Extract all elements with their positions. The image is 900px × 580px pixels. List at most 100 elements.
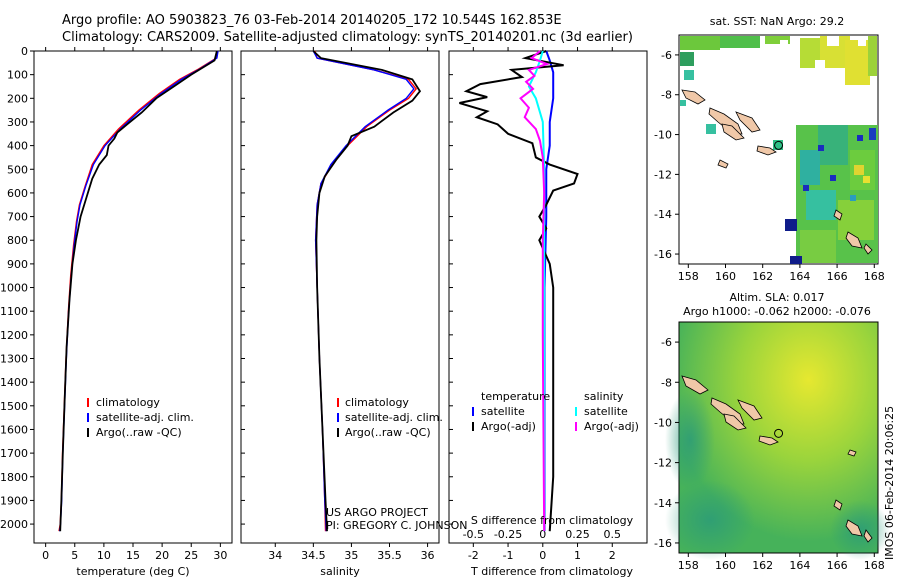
y-tick-label: 1500 bbox=[0, 400, 28, 413]
sla-map-subtitle: Argo h1000: -0.062 h2000: -0.076 bbox=[683, 305, 871, 318]
x-tick-label: -2 bbox=[468, 549, 479, 562]
map-x-tick-label: 164 bbox=[789, 559, 810, 572]
header-line-2: Climatology: CARS2009. Satellite-adjuste… bbox=[62, 30, 633, 45]
header-line-1: Argo profile: AO 5903823_76 03-Feb-2014 … bbox=[62, 13, 562, 28]
sla-islands bbox=[681, 375, 873, 543]
y-tick-label: 1100 bbox=[0, 305, 28, 318]
map-x-tick-label: 160 bbox=[715, 559, 736, 572]
x-tick-label: 15 bbox=[126, 549, 140, 562]
y-tick-label: 1600 bbox=[0, 423, 28, 436]
map-x-tick-label: 158 bbox=[678, 559, 699, 572]
legend-label-argo: Argo(..raw -QC) bbox=[96, 426, 182, 439]
series-argo-raw-qc bbox=[59, 50, 218, 532]
legend-label-satellite: satellite-adj. clim. bbox=[96, 411, 194, 424]
temperature-xlabel: temperature (deg C) bbox=[76, 565, 189, 578]
x-tick-label: 36 bbox=[421, 549, 435, 562]
sst-float-marker bbox=[774, 140, 784, 150]
map-x-tick-label: 162 bbox=[752, 559, 773, 572]
difference-panel: -2 -1 0 1 2 -0.5 -0.25 0 0.25 0.5 temperature sat… bbox=[448, 47, 648, 578]
y-tick-label: 1900 bbox=[0, 494, 28, 507]
temperature-panel-frame bbox=[33, 50, 233, 544]
map-x-tick-label: 164 bbox=[789, 270, 810, 283]
legend-label-sal-satellite: satellite bbox=[584, 405, 628, 418]
legend-title-temperature: temperature bbox=[481, 390, 550, 403]
temperature-diff-legend: temperature satellite Argo(-adj) bbox=[472, 390, 550, 433]
x-tick-label: 30 bbox=[213, 549, 227, 562]
legend-label-climatology: climatology bbox=[345, 396, 409, 409]
s-tick-label: 0.5 bbox=[604, 528, 622, 541]
series-salinity-argo-adj bbox=[519, 50, 550, 532]
salinity-legend: climatology satellite-adj. clim. Argo(..… bbox=[337, 396, 443, 439]
s-diff-label: S difference from climatology bbox=[471, 514, 634, 527]
y-tick-label: 500 bbox=[7, 163, 28, 176]
x-tick-label: 35.5 bbox=[377, 549, 402, 562]
sst-islands bbox=[681, 89, 873, 255]
y-tick-label: 900 bbox=[7, 258, 28, 271]
sla-map-title: Altim. SLA: 0.017 bbox=[729, 291, 824, 304]
map-y-tick-label: -10 bbox=[654, 416, 672, 429]
map-y-tick-label: -6 bbox=[661, 336, 672, 349]
s-tick-label: -0.25 bbox=[494, 528, 522, 541]
project-annotation: US ARGO PROJECT bbox=[326, 506, 428, 519]
map-y-tick-label: -14 bbox=[654, 497, 672, 510]
salinity-diff-legend: salinity satellite Argo(-adj) bbox=[575, 390, 639, 433]
y-tick-label: 2000 bbox=[0, 518, 28, 531]
x-tick-label: 10 bbox=[97, 549, 111, 562]
s-tick-label: 0 bbox=[539, 528, 546, 541]
y-tick-label: 100 bbox=[7, 69, 28, 82]
y-tick-label: 1400 bbox=[0, 376, 28, 389]
x-tick-label: 5 bbox=[71, 549, 78, 562]
x-tick-label: 0 bbox=[539, 549, 546, 562]
y-tick-label: 1200 bbox=[0, 329, 28, 342]
y-tick-label: 1300 bbox=[0, 353, 28, 366]
series-temperature-argo-adj bbox=[459, 50, 579, 532]
sla-float-marker bbox=[774, 428, 784, 438]
map-y-tick-label: -8 bbox=[661, 376, 672, 389]
salinity-panel: 34 34.5 35 35.5 36 climatology satellite-adj… bbox=[240, 47, 467, 578]
map-y-tick-label: -16 bbox=[654, 537, 672, 550]
y-tick-label: 700 bbox=[7, 211, 28, 224]
legend-label-climatology: climatology bbox=[96, 396, 160, 409]
temperature-panel: 0 5 10 15 20 25 300100200300400500600700800900… bbox=[0, 45, 233, 578]
difference-panel-frame bbox=[448, 50, 648, 544]
y-tick-label: 400 bbox=[7, 140, 28, 153]
x-tick-label: 25 bbox=[184, 549, 198, 562]
x-tick-label: 0 bbox=[42, 549, 49, 562]
map-x-tick-label: 158 bbox=[678, 270, 699, 283]
series-climatology bbox=[58, 50, 219, 532]
s-tick-label: 0.25 bbox=[565, 528, 590, 541]
y-tick-label: 800 bbox=[7, 234, 28, 247]
map-y-tick-label: -14 bbox=[654, 208, 672, 221]
y-tick-label: 0 bbox=[21, 45, 28, 58]
map-y-tick-label: -12 bbox=[654, 457, 672, 470]
map-y-tick-label: -12 bbox=[654, 168, 672, 181]
imos-timestamp: IMOS 06-Feb-2014 20:06:25 bbox=[883, 406, 896, 560]
y-tick-label: 1700 bbox=[0, 447, 28, 460]
map-x-tick-label: 160 bbox=[715, 270, 736, 283]
series-temperature-satellite bbox=[543, 50, 555, 532]
x-tick-label: 35 bbox=[344, 549, 358, 562]
temperature-legend: climatology satellite-adj. clim. Argo(..… bbox=[87, 396, 194, 439]
sst-map-cells bbox=[680, 36, 878, 264]
legend-label-satellite: satellite-adj. clim. bbox=[345, 411, 443, 424]
map-x-tick-label: 168 bbox=[864, 270, 885, 283]
sst-map-title: sat. SST: NaN Argo: 29.2 bbox=[710, 15, 844, 28]
x-tick-label: 34.5 bbox=[301, 549, 326, 562]
legend-label-argo: Argo(..raw -QC) bbox=[345, 426, 431, 439]
map-x-tick-label: 162 bbox=[752, 270, 773, 283]
legend-label-temp-argo: Argo(-adj) bbox=[481, 420, 536, 433]
series-climatology bbox=[314, 50, 418, 532]
series-salinity-satellite bbox=[527, 50, 546, 532]
sla-map-panel: Altim. SLA: 0.017 Argo h1000: -0.062 h20… bbox=[654, 291, 890, 572]
map-y-tick-label: -6 bbox=[661, 49, 672, 62]
salinity-xlabel: salinity bbox=[320, 565, 360, 578]
map-y-tick-label: -8 bbox=[661, 89, 672, 102]
y-tick-label: 300 bbox=[7, 116, 28, 129]
series-satellite-adj-clim bbox=[312, 50, 415, 532]
t-diff-xlabel: T difference from climatology bbox=[470, 565, 633, 578]
pi-annotation: PI: GREGORY C. JOHNSON bbox=[326, 519, 467, 532]
sst-map-panel: sat. SST: NaN Argo: 29.2 bbox=[654, 15, 885, 283]
sla-low-patch bbox=[665, 480, 755, 560]
x-tick-label: -1 bbox=[503, 549, 514, 562]
